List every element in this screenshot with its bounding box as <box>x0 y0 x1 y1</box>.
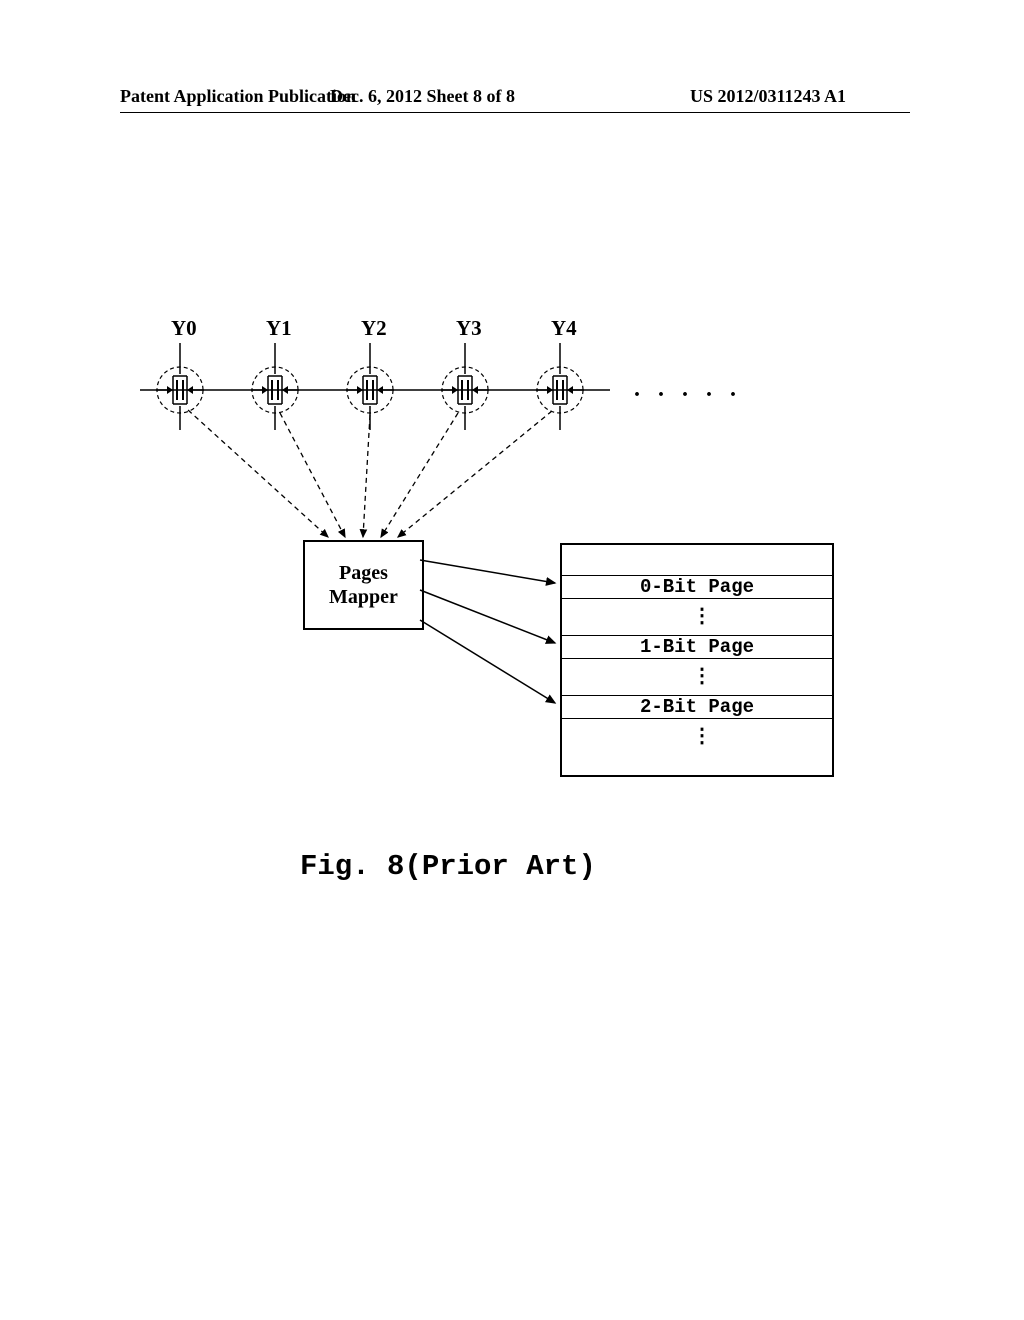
table-row-2bit: 2-Bit Page <box>562 695 832 719</box>
page-table: 0-Bit Page ⋮ 1-Bit Page ⋮ 2-Bit Page ⋮ <box>560 543 834 777</box>
vdots-2: ⋮ <box>692 723 712 749</box>
ellipsis-cells: . . . . . <box>634 376 742 403</box>
diagram-svg <box>0 0 1024 1320</box>
cell-y4 <box>536 343 584 430</box>
table-row-1bit: 1-Bit Page <box>562 635 832 659</box>
cell-y1 <box>251 343 299 430</box>
vdots-0: ⋮ <box>692 603 712 629</box>
mapper-line2: Mapper <box>329 585 398 609</box>
vdots-1: ⋮ <box>692 663 712 689</box>
mapper-line1: Pages <box>339 561 388 585</box>
figure-caption: Fig. 8(Prior Art) <box>300 850 596 883</box>
pages-mapper-box: Pages Mapper <box>303 540 424 630</box>
table-row-0bit: 0-Bit Page <box>562 575 832 599</box>
cell-y0 <box>156 343 204 430</box>
cell-y3 <box>441 343 489 430</box>
